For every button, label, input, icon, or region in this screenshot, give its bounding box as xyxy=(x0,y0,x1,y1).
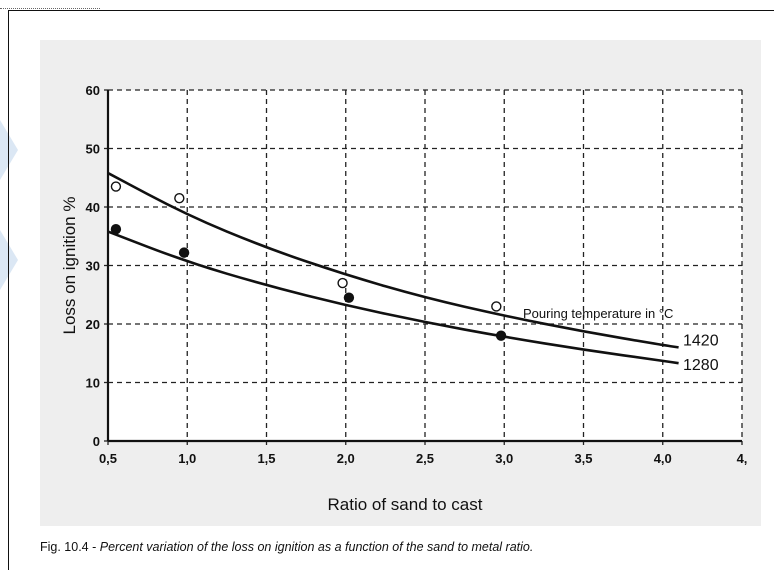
point-1280 xyxy=(495,330,507,341)
point-1420 xyxy=(337,277,348,289)
caption-text: Percent variation of the loss on ignitio… xyxy=(99,540,534,554)
x-tick-label: 4,0 xyxy=(654,451,672,466)
caption-prefix: Fig. 10.4 - xyxy=(40,540,100,554)
legend-title: Pouring temperature in °C xyxy=(523,306,673,321)
y-tick-label: 40 xyxy=(86,200,100,215)
point-1280 xyxy=(110,224,122,235)
x-tick-label: 4, xyxy=(737,451,748,466)
y-tick-label: 0 xyxy=(93,434,100,449)
y-tick-label: 10 xyxy=(86,376,100,391)
side-decoration xyxy=(0,120,18,290)
point-1420 xyxy=(110,181,122,192)
curve-1420 xyxy=(107,171,679,349)
y-tick-label: 60 xyxy=(86,83,100,98)
y-tick-label: 30 xyxy=(86,259,100,274)
figure-caption: Fig. 10.4 - Percent variation of the los… xyxy=(40,540,533,554)
series-label-1280: 1280 xyxy=(683,357,719,374)
x-axis-label: Ratio of sand to cast xyxy=(328,495,483,514)
point-1420 xyxy=(174,193,185,204)
series-label-1420: 1420 xyxy=(683,332,719,349)
point-1420 xyxy=(491,301,502,312)
x-tick-label: 3,0 xyxy=(495,451,513,466)
x-tick-label: 1,0 xyxy=(178,451,196,466)
x-tick-label: 3,5 xyxy=(574,451,592,466)
curve-1280 xyxy=(107,230,679,365)
x-tick-label: 2,0 xyxy=(337,451,355,466)
x-tick-label: 2,5 xyxy=(416,451,434,466)
y-tick-label: 20 xyxy=(86,317,100,332)
y-tick-label: 50 xyxy=(86,142,100,157)
point-1280 xyxy=(178,247,190,258)
x-tick-label: 1,5 xyxy=(257,451,275,466)
corner-mark xyxy=(0,8,100,9)
y-axis-label: Loss on ignition % xyxy=(60,197,79,335)
x-tick-label: 0,5 xyxy=(99,451,117,466)
point-1280 xyxy=(343,292,355,303)
page-frame xyxy=(8,10,774,570)
